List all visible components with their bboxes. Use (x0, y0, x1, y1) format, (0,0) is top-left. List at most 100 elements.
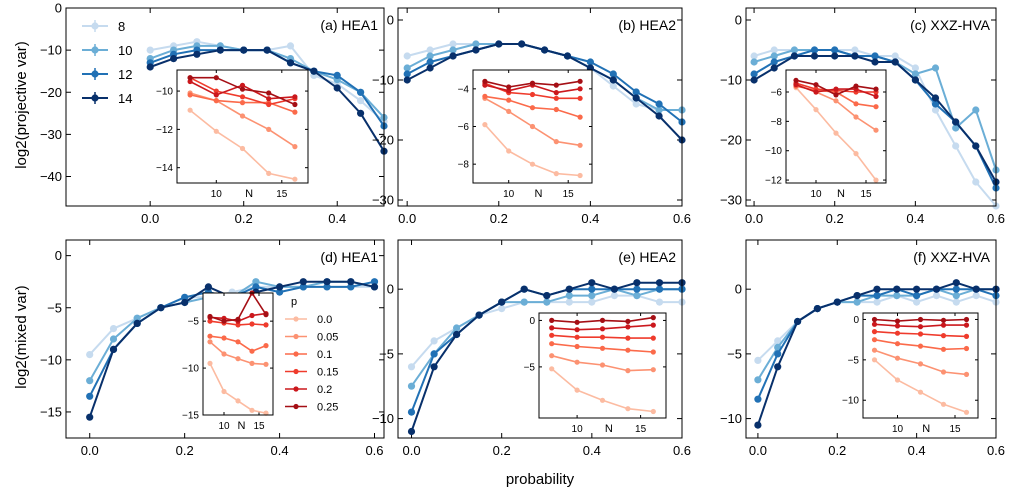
data-point (357, 97, 365, 105)
inset-data-point (482, 122, 488, 128)
inset-x-tick-label: 15 (563, 189, 575, 200)
inset-data-point (187, 78, 193, 85)
x-tick-label: 0.0 (749, 443, 767, 458)
data-point (204, 283, 212, 291)
x-tick-label: 0.6 (365, 443, 383, 458)
data-point (931, 94, 940, 102)
legend-marker (91, 46, 99, 54)
data-point (972, 292, 980, 300)
inset-data-point (577, 95, 583, 101)
inset-series-0.05 (482, 95, 583, 148)
inset-data-point (207, 339, 213, 345)
inset-data-point (187, 107, 193, 113)
inset-x-tick-label: 10 (892, 424, 904, 435)
inset-data-point (853, 114, 859, 120)
data-point (518, 40, 526, 48)
data-point (794, 317, 802, 326)
data-point (853, 298, 861, 306)
y-tick-label: −15 (40, 404, 62, 419)
inset-x-tick-label: 10 (503, 189, 515, 200)
inset-y-tick-label: −4 (458, 84, 470, 95)
y-tick-label: −10 (720, 73, 742, 88)
inset-data-point (873, 177, 879, 183)
inset-data-point (482, 78, 488, 84)
data-point (911, 70, 920, 78)
inset-data-point (963, 333, 970, 339)
inset-data-point (553, 139, 559, 145)
inset-data-point (529, 80, 536, 86)
data-point (109, 325, 118, 333)
inset-series-0.15 (871, 329, 970, 339)
inset-data-point (574, 327, 580, 333)
inset-x-tick-label: 15 (253, 421, 265, 432)
x-tick-label: 0.6 (987, 211, 1005, 226)
x-tick-label: 0.0 (745, 211, 763, 226)
data-point (873, 298, 881, 306)
data-point (263, 46, 271, 54)
inset-series-0.1 (871, 337, 970, 352)
inset-data-point (917, 343, 924, 349)
inset-x-axis-label: N (605, 423, 613, 435)
x-tick-label: 0.6 (987, 443, 1005, 458)
inset-data-point (249, 312, 255, 319)
inset-data-point (235, 322, 241, 328)
data-point (86, 351, 94, 359)
y-tick-label: −5 (727, 346, 742, 361)
data-point (472, 40, 480, 48)
inset-data-point (221, 388, 227, 395)
inset-legend-marker (293, 316, 299, 322)
inset-data-point (263, 322, 269, 328)
data-point (893, 292, 901, 300)
inset-frame (862, 312, 979, 419)
data-point (370, 283, 379, 291)
x-tick-label: 0.6 (673, 443, 691, 458)
data-point (588, 285, 596, 293)
data-point (520, 285, 528, 293)
inset-data-point (207, 318, 213, 324)
inset-data-point (793, 82, 799, 88)
data-point (333, 71, 341, 79)
data-point (449, 52, 457, 60)
data-point (193, 50, 201, 58)
inset-legend-label: 0.15 (317, 367, 338, 379)
data-point (770, 52, 778, 60)
data-point (972, 178, 980, 186)
inset-data-point (266, 90, 272, 96)
inset-data-point (549, 353, 555, 359)
inset-legend-title: p (291, 296, 297, 308)
inset-data-point (894, 355, 901, 361)
data-point (972, 285, 980, 293)
inset-series-0.1 (482, 93, 583, 120)
x-tick-label: 0.0 (402, 443, 420, 458)
inset-data-point (625, 347, 631, 353)
inset-data-point (263, 312, 269, 318)
main-legend: 8 10 12 14 (82, 19, 132, 106)
inset-data-point (266, 101, 272, 108)
data-point (655, 279, 664, 287)
inset-data-point (266, 126, 272, 132)
inset-data-point (853, 101, 859, 107)
inset-data-point (917, 331, 924, 337)
inset-y-tick-label: −10 (842, 396, 859, 407)
inset-data-point (549, 325, 555, 331)
inset: 10 15 −4 −6 −8 N (458, 69, 593, 200)
inset-data-point (940, 317, 947, 323)
data-point (252, 283, 260, 291)
inset-data-point (650, 408, 656, 415)
inset-data-point (963, 316, 970, 323)
data-point (873, 285, 881, 293)
inset-x-axis-label: N (534, 188, 542, 200)
data-point (871, 58, 879, 66)
data-point (252, 278, 260, 286)
inset-x-tick-label: 15 (949, 424, 961, 435)
inset-data-point (506, 148, 512, 154)
inset-data-point (871, 316, 878, 323)
data-point (633, 292, 641, 300)
inset-series-0.25 (871, 316, 970, 324)
data-point (86, 392, 94, 400)
data-point (588, 279, 596, 287)
inset-x-axis-label: N (837, 188, 845, 200)
legend-label: 10 (118, 43, 132, 58)
data-point (609, 76, 617, 84)
data-point (109, 345, 118, 353)
